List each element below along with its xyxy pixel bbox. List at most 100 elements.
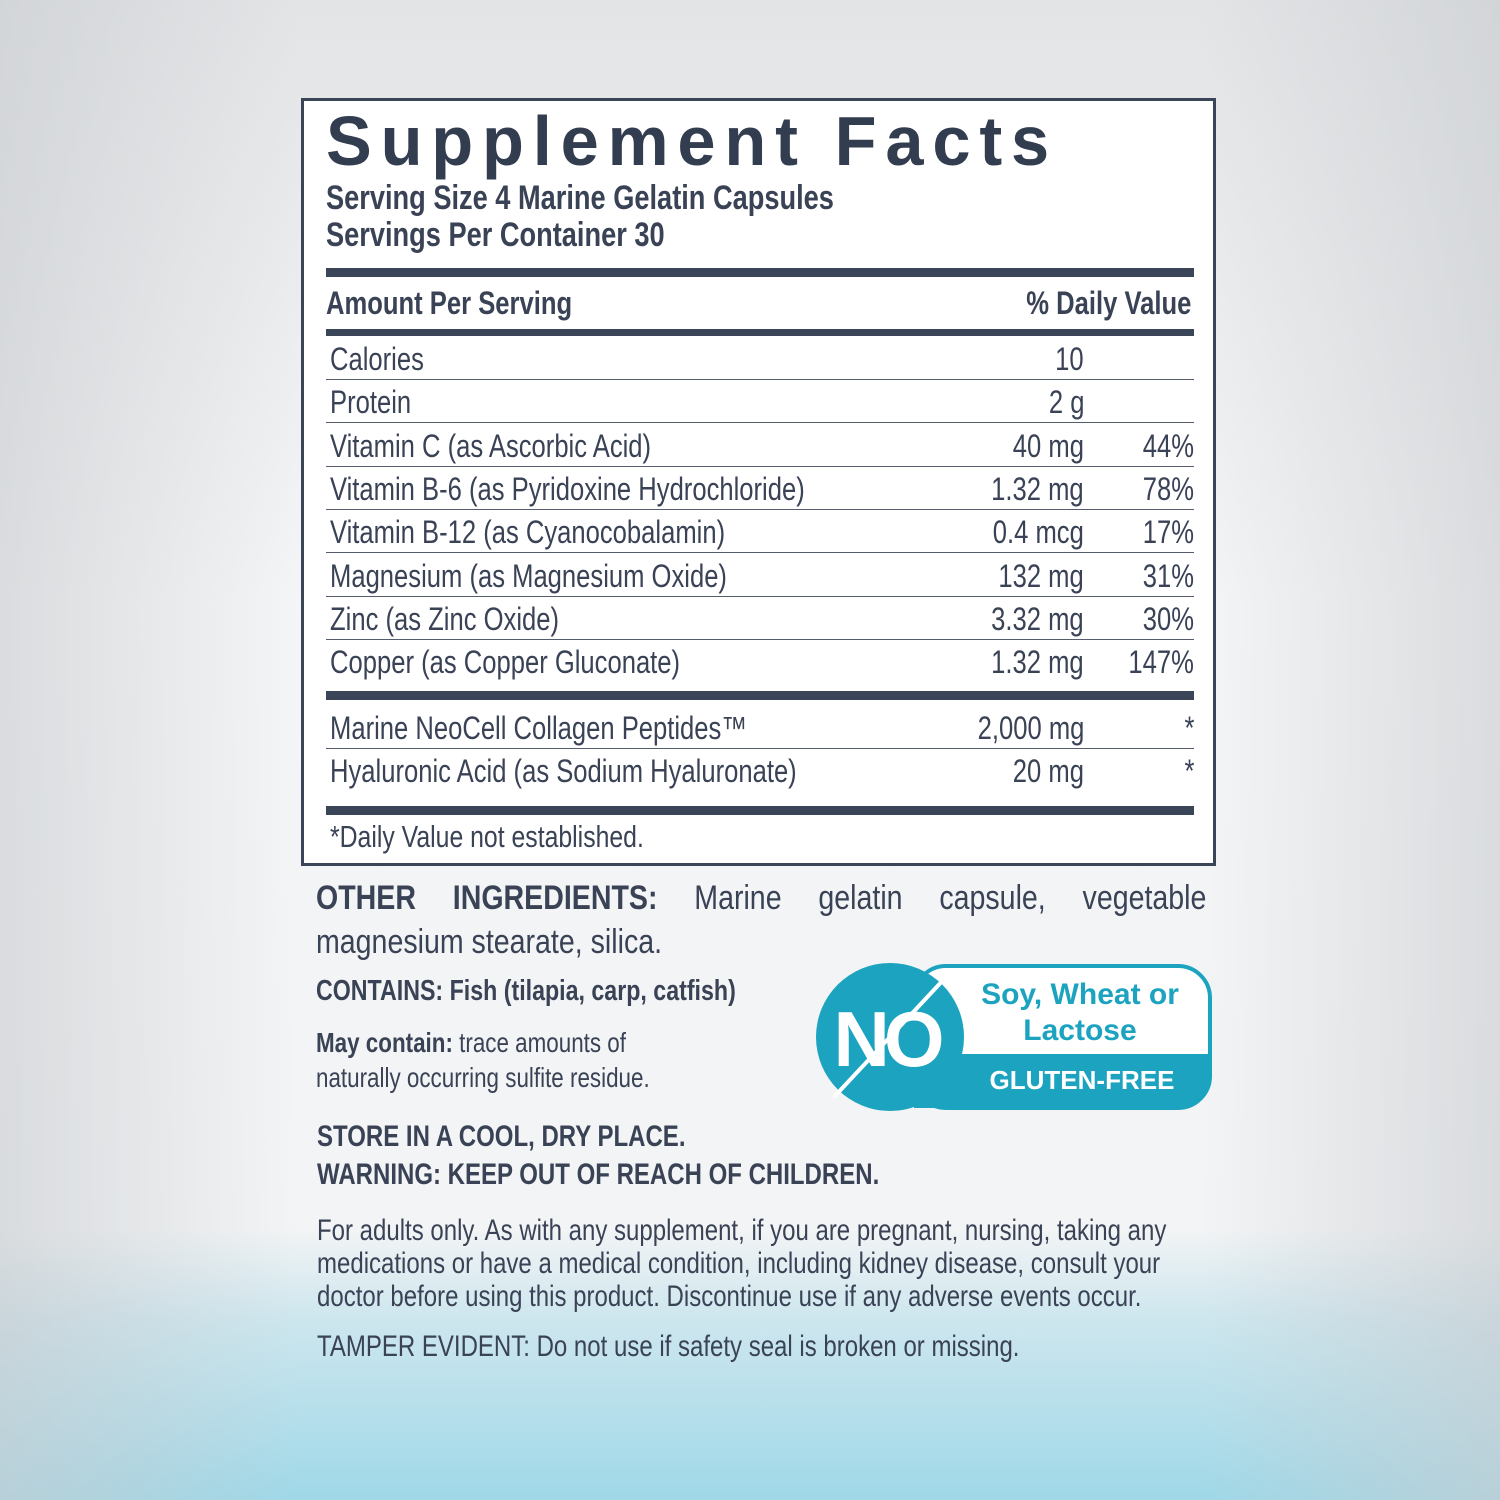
daily-value-text: *	[1184, 710, 1194, 746]
table-row: Copper (as Copper Gluconate) 1.32 mg 147%	[326, 640, 1194, 683]
footnote-text: *Daily Value not established.	[330, 819, 644, 854]
daily-value: 17%	[1130, 514, 1194, 551]
nutrient-amount: 0.4 mcg	[970, 514, 1084, 551]
nutrient-amount-text: 40 mg	[1012, 427, 1084, 464]
divider-thick	[326, 329, 1194, 336]
daily-value: *	[1182, 753, 1194, 790]
no-soy-wheat-lactose-badge: NO Soy, Wheat or Lactose GLUTEN-FREE	[816, 963, 1212, 1111]
store-text: STORE IN A COOL, DRY PLACE.	[317, 1120, 686, 1153]
nutrient-amount-text: 0.4 mcg	[992, 514, 1084, 551]
daily-value-text: 147%	[1128, 644, 1194, 681]
slash-icon	[832, 975, 948, 1099]
nutrient-name: Marine NeoCell Collagen Peptides™	[330, 710, 851, 747]
nutrient-amount-text: 1.32 mg	[991, 644, 1085, 681]
supplement-facts-panel: Supplement Facts Serving Size 4 Marine G…	[301, 98, 1216, 866]
nutrient-amount: 2 g	[1040, 384, 1084, 421]
nutrient-name: Vitamin C (as Ascorbic Acid)	[330, 428, 731, 465]
nutrient-name-text: Magnesium (as Magnesium Oxide)	[330, 557, 727, 594]
may-contain-text-2: naturally occurring sulfite residue.	[316, 1062, 650, 1093]
nutrient-name: Copper (as Copper Gluconate)	[330, 644, 768, 681]
nutrient-amount-text: 3.32 mg	[991, 600, 1085, 637]
table-row: Vitamin C (as Ascorbic Acid) 40 mg 44%	[326, 424, 1194, 467]
nutrient-name: Protein	[330, 384, 431, 421]
nutrient-name: Magnesium (as Magnesium Oxide)	[330, 558, 826, 595]
table-row: Calories 10	[326, 337, 1194, 380]
other-ingredients: OTHER INGREDIENTS: Marine gelatin capsul…	[316, 876, 1206, 964]
may-contain-label: May contain:	[316, 1027, 453, 1058]
contains-text: CONTAINS: Fish (tilapia, carp, catfish)	[316, 975, 736, 1007]
nutrient-name-text: Vitamin C (as Ascorbic Acid)	[330, 427, 652, 464]
daily-value: 31%	[1130, 558, 1194, 595]
divider-thick	[326, 691, 1194, 700]
table-row: Vitamin B-12 (as Cyanocobalamin) 0.4 mcg 1…	[326, 510, 1194, 554]
nutrient-name-text: Vitamin B-12 (as Cyanocobalamin)	[330, 514, 726, 551]
nutrient-amount-text: 2,000 mg	[977, 710, 1084, 746]
nutrient-name-text: Calories	[330, 341, 424, 377]
nutrient-amount: 3.32 mg	[968, 600, 1085, 638]
tamper-text: TAMPER EVIDENT: Do not use if safety sea…	[317, 1330, 1020, 1363]
amount-header-text: Amount Per Serving	[326, 285, 573, 321]
badge-line2: Lactose	[1023, 1014, 1136, 1047]
nutrient-name: Zinc (as Zinc Oxide)	[330, 601, 616, 638]
nutrient-name: Calories	[330, 341, 447, 378]
dv-header-text: % Daily Value	[1025, 285, 1191, 321]
servings-per-container: Servings Per Container 30	[326, 216, 749, 255]
daily-value-text: 44%	[1142, 427, 1194, 464]
daily-value-text: 31%	[1142, 557, 1194, 594]
nutrient-name-text: Vitamin B-6 (as Pyridoxine Hydrochloride…	[330, 470, 805, 507]
daily-value-text: 30%	[1142, 600, 1194, 637]
divider-thick	[326, 268, 1194, 277]
daily-value: 30%	[1130, 601, 1194, 638]
tamper-evident: TAMPER EVIDENT: Do not use if safety sea…	[317, 1330, 1195, 1364]
nutrient-name: Vitamin B-6 (as Pyridoxine Hydrochloride…	[330, 471, 923, 508]
daily-value-text: 17%	[1142, 514, 1194, 551]
nutrient-amount: 1.32 mg	[968, 470, 1085, 508]
nutrient-amount-text: 2 g	[1048, 384, 1084, 421]
store: STORE IN A COOL, DRY PLACE.	[317, 1120, 778, 1154]
nutrient-amount-text: 20 mg	[1012, 753, 1084, 790]
other-ingredients-text: Marine gelatin capsule, vegetable magnes…	[316, 879, 1207, 961]
table-row: Vitamin B-6 (as Pyridoxine Hydrochloride…	[326, 467, 1194, 510]
table-row: Magnesium (as Magnesium Oxide) 132 mg 31%	[326, 554, 1194, 597]
nutrient-amount: 10	[1048, 341, 1084, 378]
may-contain-text: trace amounts of	[459, 1027, 626, 1058]
daily-value: 78%	[1130, 471, 1194, 508]
dv-header: % Daily Value	[985, 285, 1191, 322]
nutrient-name-text: Copper (as Copper Gluconate)	[330, 644, 681, 681]
nutrient-name-text: Zinc (as Zinc Oxide)	[330, 600, 560, 637]
daily-value: 147%	[1112, 644, 1194, 681]
daily-value: 44%	[1130, 428, 1194, 465]
daily-value-text: 78%	[1142, 470, 1194, 507]
footnote: *Daily Value not established.	[330, 819, 722, 855]
nutrient-amount: 40 mg	[995, 428, 1084, 465]
nutrient-amount-text: 1.32 mg	[991, 470, 1085, 507]
divider-thick	[326, 806, 1194, 815]
nutrient-name: Hyaluronic Acid (as Sodium Hyaluronate)	[330, 753, 913, 790]
warning-text: WARNING: KEEP OUT OF REACH OF CHILDREN.	[317, 1158, 880, 1191]
adult-line: medications or have a medical condition,…	[317, 1247, 1161, 1280]
amount-header: Amount Per Serving	[326, 285, 634, 322]
nutrient-name-text: Marine NeoCell Collagen Peptides™	[330, 710, 747, 746]
servings-text: Servings Per Container 30	[326, 216, 665, 254]
nutrient-name: Vitamin B-12 (as Cyanocobalamin)	[330, 514, 824, 551]
table-row: Zinc (as Zinc Oxide) 3.32 mg 30%	[326, 597, 1194, 640]
nutrient-amount-text: 10	[1055, 341, 1084, 377]
nutrient-name-text: Protein	[330, 384, 412, 421]
serving-size: Serving Size 4 Marine Gelatin Capsules	[326, 179, 961, 218]
may-contain: May contain: trace amounts of naturally …	[316, 1025, 733, 1095]
title-text: Supplement Facts	[326, 102, 1058, 180]
daily-value-text: *	[1184, 753, 1194, 790]
badge-line1: Soy, Wheat or	[981, 978, 1179, 1011]
other-ingredients-label: OTHER INGREDIENTS:	[316, 879, 658, 917]
contains: CONTAINS: Fish (tilapia, carp, catfish)	[316, 975, 841, 1008]
daily-value: *	[1182, 710, 1194, 747]
adult-line: doctor before using this product. Discon…	[317, 1280, 1142, 1313]
serving-size-text: Serving Size 4 Marine Gelatin Capsules	[326, 179, 834, 217]
nutrient-amount: 1.32 mg	[968, 644, 1085, 681]
badge-band	[914, 1054, 1210, 1108]
nutrient-amount: 20 mg	[995, 753, 1084, 790]
panel-title: Supplement Facts	[326, 101, 1073, 181]
nutrient-amount-text: 132 mg	[998, 557, 1084, 594]
nutrient-name-text: Hyaluronic Acid (as Sodium Hyaluronate)	[330, 753, 797, 790]
warning: WARNING: KEEP OUT OF REACH OF CHILDREN.	[317, 1158, 1020, 1192]
